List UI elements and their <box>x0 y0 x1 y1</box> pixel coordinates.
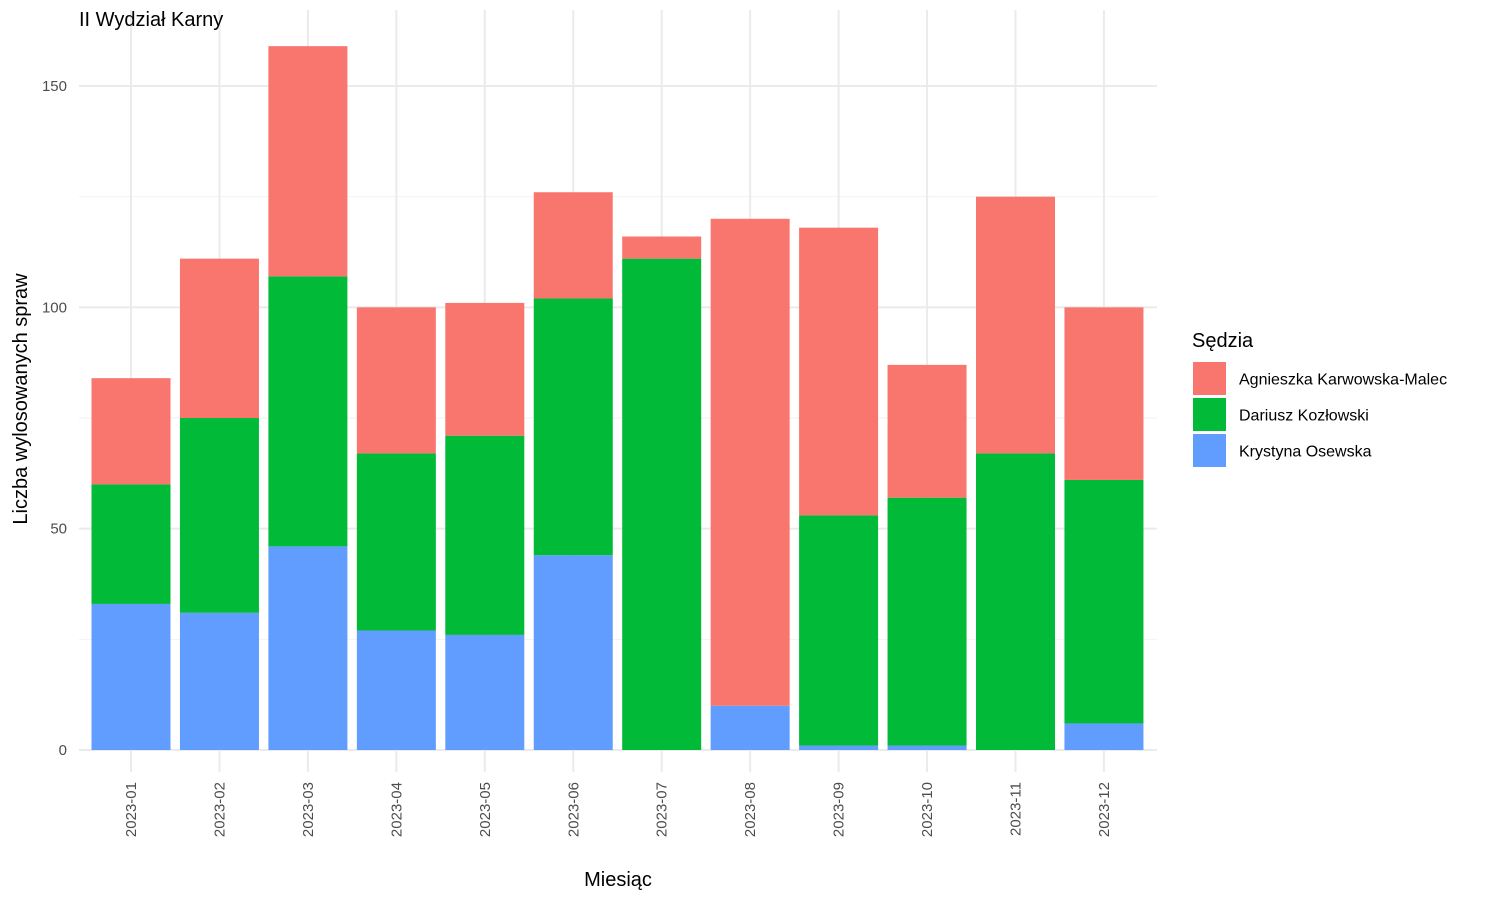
bar-segment <box>445 634 525 750</box>
bar-segment <box>179 612 259 750</box>
y-tick-label: 50 <box>50 521 67 538</box>
x-tick-label: 2023-05 <box>477 782 494 837</box>
x-tick-label: 2023-07 <box>654 782 671 837</box>
x-axis-title: Miesiąc <box>584 869 652 891</box>
bar-segment <box>1064 307 1144 480</box>
bar-segment <box>179 258 259 418</box>
bar-segment <box>356 307 436 454</box>
y-tick-label: 100 <box>42 299 67 316</box>
y-axis-title: Liczba wylosowanych spraw <box>10 273 32 525</box>
x-tick-label: 2023-03 <box>300 782 317 837</box>
bar-segment <box>91 603 171 750</box>
x-tick-label: 2023-01 <box>123 782 140 837</box>
x-tick-label: 2023-10 <box>919 782 936 837</box>
bar-segment <box>710 218 790 706</box>
legend-key <box>1193 434 1226 467</box>
bar-segment <box>533 555 613 750</box>
legend-label: Agnieszka Karwowska-Malec <box>1239 372 1447 389</box>
bar-segment <box>356 453 436 631</box>
y-tick-label: 0 <box>59 742 67 759</box>
bar-segment <box>533 192 613 299</box>
x-tick-label: 2023-11 <box>1008 782 1025 836</box>
bar-segment <box>887 364 967 498</box>
chart-title: II Wydział Karny <box>79 9 223 31</box>
bar-layer <box>91 46 1144 750</box>
bar-segment <box>1064 479 1144 724</box>
y-tick-label: 150 <box>42 78 67 95</box>
bar-segment <box>622 258 702 750</box>
bar-segment <box>179 418 259 613</box>
x-tick-label: 2023-06 <box>565 782 582 837</box>
legend-title: Sędzia <box>1192 330 1254 352</box>
x-tick-label: 2023-12 <box>1096 782 1113 837</box>
bar-segment <box>1064 723 1144 750</box>
bar-segment <box>976 196 1055 454</box>
legend-items: Agnieszka Karwowska-Malec Dariusz Kozłows… <box>1193 362 1447 467</box>
legend-item: Dariusz Kozłowski <box>1193 398 1369 431</box>
legend-item: Agnieszka Karwowska-Malec <box>1193 362 1447 395</box>
bar-segment <box>887 745 967 750</box>
bar-segment <box>356 630 436 750</box>
legend-key <box>1193 362 1226 395</box>
legend-key <box>1193 398 1226 431</box>
bar-segment <box>268 276 348 547</box>
bar-segment <box>91 378 171 485</box>
bar-segment <box>533 298 613 556</box>
legend-label: Dariusz Kozłowski <box>1239 408 1369 425</box>
bar-segment <box>91 484 171 604</box>
bar-segment <box>799 745 879 750</box>
bar-segment <box>887 497 967 746</box>
x-tick-label: 2023-02 <box>211 782 228 837</box>
x-tick-label: 2023-09 <box>831 782 848 837</box>
legend-item: Krystyna Osewska <box>1193 434 1372 467</box>
bar-segment <box>799 227 879 516</box>
bar-segment <box>268 46 348 277</box>
bar-segment <box>976 453 1055 750</box>
bar-segment <box>445 435 525 635</box>
legend: Sędzia Agnieszka Karwowska-Malec Dariusz … <box>1192 330 1447 467</box>
x-tick-label: 2023-04 <box>388 782 405 837</box>
legend-label: Krystyna Osewska <box>1239 444 1372 461</box>
bar-segment <box>268 546 348 750</box>
bar-segment <box>799 515 879 746</box>
bar-segment <box>622 236 702 259</box>
bar-segment <box>445 302 525 436</box>
tick-layer: 0 50 100 150 2023-01 2023-02 2023-03 2023-04 202… <box>42 78 1113 837</box>
bar-segment <box>710 705 790 750</box>
x-tick-label: 2023-08 <box>742 782 759 837</box>
